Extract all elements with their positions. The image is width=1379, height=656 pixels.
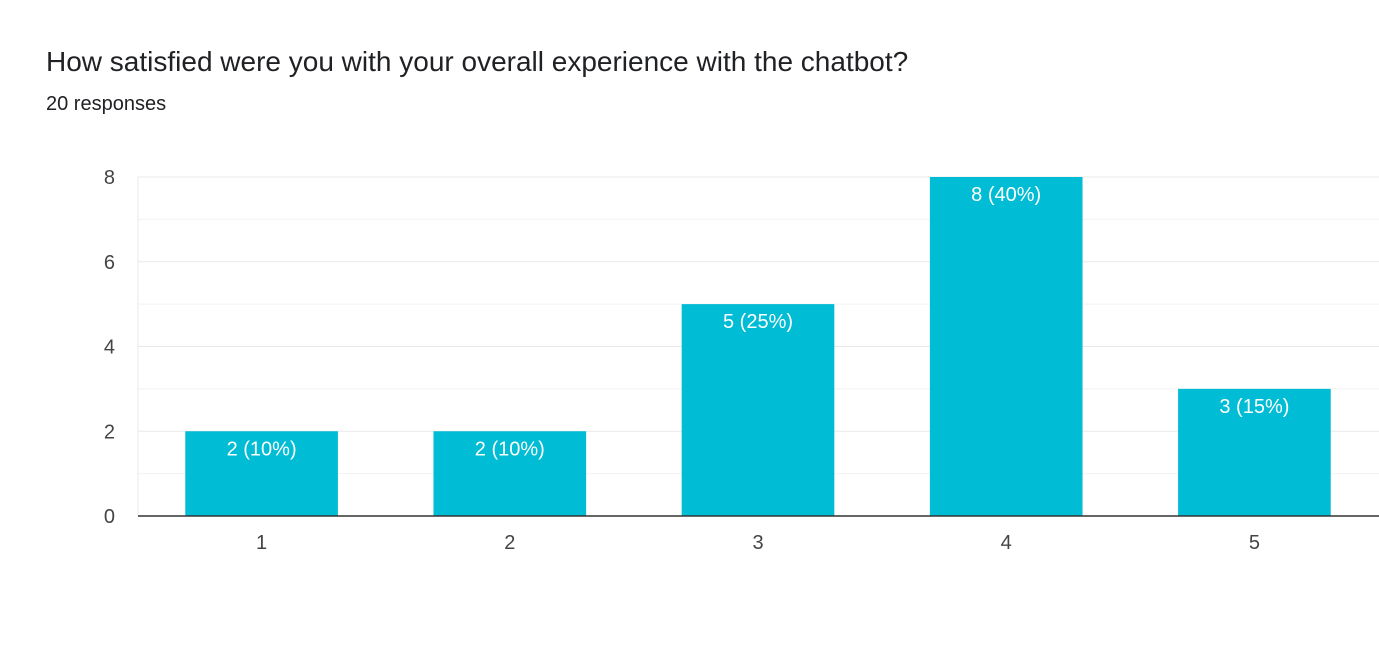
axes: 0 2 4 6 8 1 2 3 4 5 [104, 167, 1379, 554]
bar-data-label: 5 (25%) [723, 311, 793, 333]
bar [1178, 388, 1331, 516]
bar [929, 177, 1083, 516]
bar [185, 431, 338, 516]
x-tick-label: 2 [504, 532, 515, 554]
bar-data-label: 3 (15%) [1219, 396, 1289, 418]
x-tick-label: 3 [752, 532, 763, 554]
bar [433, 431, 587, 516]
y-tick-label: 6 [104, 252, 115, 274]
bars: 2 (10%) 2 (10%) 5 (25%) 8 (40%) 3 (15%) [185, 177, 1331, 516]
x-tick-label: 5 [1249, 532, 1260, 554]
bar-data-label: 2 (10%) [475, 438, 545, 460]
bar-data-label: 8 (40%) [971, 184, 1041, 206]
response-count: 20 responses [46, 93, 167, 115]
y-tick-label: 2 [104, 421, 115, 443]
bar-data-label: 2 (10%) [227, 438, 297, 460]
y-tick-label: 4 [104, 337, 115, 359]
y-tick-label: 8 [104, 167, 115, 189]
bar [681, 304, 835, 516]
x-tick-label: 4 [1001, 532, 1012, 554]
y-tick-label: 0 [104, 506, 115, 528]
x-tick-label: 1 [256, 532, 267, 554]
question-title: How satisfied were you with your overall… [46, 46, 909, 77]
